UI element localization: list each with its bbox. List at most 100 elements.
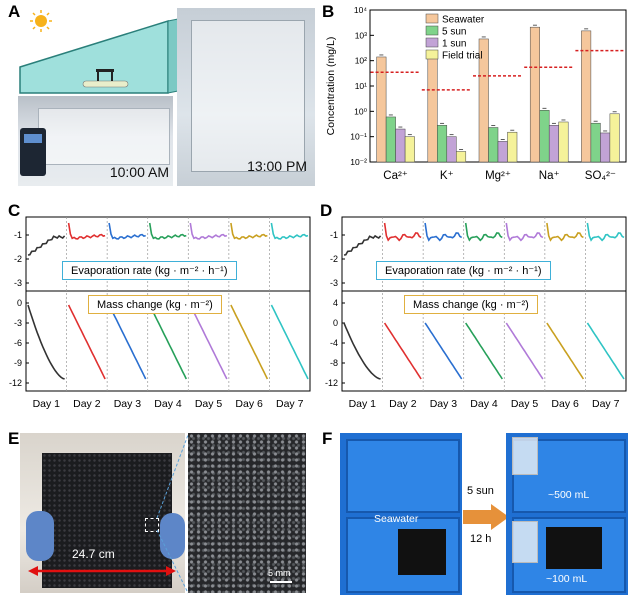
beaker-bottom xyxy=(512,521,538,563)
evaporation-curve-day-6 xyxy=(546,222,584,242)
y-tick-label: 4 xyxy=(333,298,338,308)
sun-icon xyxy=(30,10,52,32)
bar-1-sun xyxy=(600,132,611,163)
evaporator-schematic xyxy=(19,16,189,94)
seawater-label: Seawater xyxy=(374,513,419,525)
legend-label: Field trial xyxy=(442,51,483,62)
scale-bar-line xyxy=(270,581,292,583)
evaporation-curve-day-1 xyxy=(343,234,382,256)
bar-seawater xyxy=(376,56,387,163)
bar-field-trial xyxy=(507,131,518,163)
evaporator-photo: 24.7 cm xyxy=(20,433,185,593)
evaporation-rate-tag: Evaporation rate (kg · m⁻² · h⁻¹) xyxy=(62,261,237,280)
mass-curve-day-3 xyxy=(108,304,147,380)
glove-left xyxy=(26,511,54,561)
evaporator-micrograph: 5 mm xyxy=(188,433,306,593)
y-tick-label: 10¹ xyxy=(355,81,367,91)
zoom-lines xyxy=(156,434,189,594)
photo-box-afternoon: 13:00 PM xyxy=(177,8,315,186)
mass-curve-day-5 xyxy=(505,322,544,380)
glove-right xyxy=(160,513,185,559)
y-tick-label: 10⁰ xyxy=(354,106,367,116)
bar-field-trial xyxy=(609,113,620,163)
evaporation-curve-day-4 xyxy=(148,222,187,240)
bar-1-sun xyxy=(395,128,406,163)
panel-b-label: B xyxy=(322,2,335,21)
bar-5-sun xyxy=(437,125,448,163)
mass-change-tag: Mass change (kg · m⁻²) xyxy=(88,295,222,314)
legend-label: Seawater xyxy=(442,15,485,26)
legend-swatch xyxy=(425,49,439,60)
y-tick-label: 0 xyxy=(17,298,22,308)
y-tick-label: -6 xyxy=(14,338,22,348)
mass-curve-day-6 xyxy=(230,304,269,380)
day-label: Day 3 xyxy=(430,398,458,410)
evaporation-curve-day-7 xyxy=(270,222,309,240)
y-tick-label: -12 xyxy=(325,378,338,388)
mass-curve-day-4 xyxy=(148,304,188,380)
evaporation-plot-lab: -1 -2 -3 0 -3 -6 -9 -12 Day 1 Day 2 Day 3 Day 4 Day … xyxy=(9,216,311,410)
bar-seawater xyxy=(581,30,592,163)
evaporation-curve-day-1 xyxy=(27,234,66,256)
y-tick-label: -1 xyxy=(14,230,22,240)
bar-seawater xyxy=(478,38,489,163)
evaporation-curve-day-7 xyxy=(586,222,625,242)
day-label: Day 7 xyxy=(592,398,620,410)
day-label: Day 1 xyxy=(349,398,377,410)
tray-before: Seawater xyxy=(340,433,462,595)
evaporator-in-tray xyxy=(546,527,602,569)
mass-curve-day-7 xyxy=(270,304,309,380)
bar-1-sun xyxy=(446,136,457,163)
panel-f-label: F xyxy=(322,429,333,448)
photo-box-morning: 10:00 AM xyxy=(18,96,173,186)
plot-frame xyxy=(25,216,311,392)
panel-a: A 10:00 AM 13:00 PM xyxy=(0,0,320,190)
day-label: Day 6 xyxy=(235,398,263,410)
zoom-region xyxy=(145,518,159,532)
width-annotation: 24.7 cm xyxy=(72,547,115,561)
category-label: SO₄²⁻ xyxy=(585,170,616,182)
day-label: Day 2 xyxy=(389,398,417,410)
evaporation-curve-day-4 xyxy=(464,222,503,242)
mass-curve-day-1 xyxy=(343,322,381,380)
evaporation-curve-day-5 xyxy=(505,222,544,242)
day-label: Day 3 xyxy=(114,398,142,410)
y-tick-label: -12 xyxy=(9,378,22,388)
bar-field-trial xyxy=(456,151,467,163)
photo-time-morning: 10:00 AM xyxy=(109,164,169,180)
y-tick-label: 10⁴ xyxy=(354,5,367,15)
mass-change-tag: Mass change (kg · m⁻²) xyxy=(404,295,538,314)
bar-5-sun xyxy=(590,122,601,163)
y-tick-label: -2 xyxy=(14,254,22,264)
bar-1-sun xyxy=(497,141,508,163)
legend-swatch xyxy=(425,25,439,36)
scale-bar-label: 5 mm xyxy=(268,568,291,578)
evaporation-curve-day-6 xyxy=(230,222,268,240)
day-label: Day 5 xyxy=(511,398,539,410)
y-tick-label: -3 xyxy=(330,278,338,288)
y-tick-label: -3 xyxy=(14,318,22,328)
evaporation-curve-day-2 xyxy=(383,222,422,242)
evaporation-curve-day-5 xyxy=(189,222,228,240)
legend-swatch xyxy=(425,13,439,24)
panel-e: E 24.7 cm 5 mm xyxy=(0,425,318,598)
bar-field-trial xyxy=(404,136,415,163)
panel-c-label: C xyxy=(8,201,21,220)
mass-curve-day-7 xyxy=(586,322,625,380)
y-tick-label: -2 xyxy=(330,254,338,264)
y-tick-label: 10⁻² xyxy=(350,157,367,167)
mass-curve-day-4 xyxy=(465,322,503,380)
day-label: Day 7 xyxy=(276,398,304,410)
day-label: Day 6 xyxy=(551,398,579,410)
bar-5-sun xyxy=(488,127,499,163)
category-label: Mg²⁺ xyxy=(485,170,511,182)
mass-curve-day-1 xyxy=(27,304,65,380)
day-label: Day 1 xyxy=(33,398,61,410)
plot-frame xyxy=(341,216,627,392)
bar-5-sun xyxy=(385,116,396,163)
legend-swatch xyxy=(425,37,439,48)
evaporation-plot-field: -1 -2 -3 4 0 -4 -8 -12 Day 1 Day 2 Day 3 Day 4 Day 5… xyxy=(325,216,627,410)
mass-curve-day-2 xyxy=(383,322,422,380)
panel-e-label: E xyxy=(8,429,20,448)
bar-1-sun xyxy=(548,125,559,163)
